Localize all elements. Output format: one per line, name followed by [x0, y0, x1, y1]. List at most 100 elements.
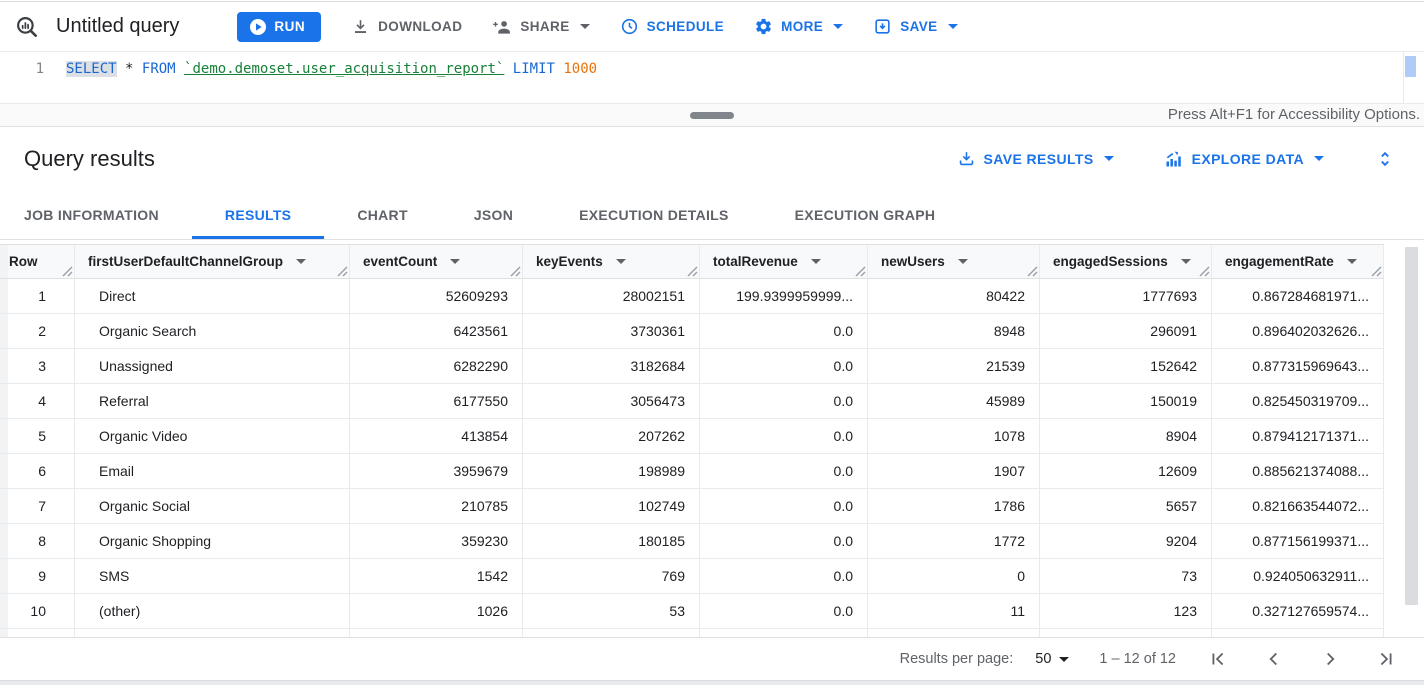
last-page-icon — [1380, 652, 1392, 666]
column-resize-handle[interactable] — [1026, 265, 1038, 277]
chevron-left-icon — [1269, 652, 1277, 666]
results-per-page-label: Results per page: — [899, 651, 1014, 667]
download-button[interactable]: DOWNLOAD — [351, 17, 462, 36]
column-label: Row — [9, 254, 38, 269]
gear-icon — [756, 18, 771, 35]
column-menu-caret-icon[interactable] — [810, 259, 821, 264]
chevron-down-icon — [833, 24, 844, 29]
column-menu-caret-icon[interactable] — [957, 259, 968, 264]
play-circle-icon — [250, 18, 267, 35]
column-header-firstuserdefaultchannelgroup[interactable]: firstUserDefaultChannelGroup — [75, 245, 350, 278]
save-results-button[interactable]: SAVE RESULTS — [957, 149, 1114, 168]
table-cell: 0.0 — [700, 349, 868, 383]
table-cell: 6423561 — [350, 314, 523, 348]
table-cell: 1026 — [350, 594, 523, 628]
table-cell: 769 — [523, 559, 700, 593]
explore-chart-icon — [1166, 151, 1181, 166]
explore-data-button[interactable]: EXPLORE DATA — [1164, 149, 1324, 169]
table-cell: 6 — [868, 629, 1040, 638]
column-resize-handle[interactable] — [336, 265, 348, 277]
column-menu-caret-icon[interactable] — [1180, 259, 1191, 264]
sql-table-reference-link[interactable]: `demo.demoset.user_acquisition_report` — [184, 61, 505, 77]
next-page-button[interactable] — [1318, 647, 1342, 671]
last-page-button[interactable] — [1374, 647, 1398, 671]
column-menu-caret-icon[interactable] — [615, 259, 626, 264]
results-table-header: Row firstUserDefaultChannelGroup eventCoun… — [0, 244, 1384, 279]
table-cell: 1772 — [868, 524, 1040, 558]
page-range-label: 1 – 12 of 12 — [1099, 651, 1176, 667]
column-header-engagementrate[interactable]: engagementRate — [1212, 245, 1384, 278]
schedule-button[interactable]: SCHEDULE — [620, 17, 724, 36]
tab-json[interactable]: JSON — [473, 206, 514, 223]
table-cell: 152642 — [1040, 349, 1212, 383]
column-header-engagedsessions[interactable]: engagedSessions — [1040, 245, 1212, 278]
column-menu-caret-icon[interactable] — [296, 259, 307, 264]
tab-chart[interactable]: CHART — [357, 206, 408, 223]
table-cell: Organic Search — [75, 314, 350, 348]
column-header-eventcount[interactable]: eventCount — [350, 245, 523, 278]
table-cell: 28002151 — [523, 279, 700, 313]
page-size-select[interactable]: 50 — [1035, 651, 1070, 667]
tab-job-information[interactable]: JOB INFORMATION — [24, 206, 159, 223]
table-cell: 73 — [1040, 559, 1212, 593]
column-header-totalrevenue[interactable]: totalRevenue — [700, 245, 868, 278]
row-number-cell: 2 — [0, 314, 75, 348]
first-page-icon — [1212, 652, 1224, 666]
row-number-cell: 8 — [0, 524, 75, 558]
sql-limit-value: 1000 — [563, 61, 598, 77]
tab-execution-details[interactable]: EXECUTION DETAILS — [579, 206, 729, 223]
clock-icon — [621, 18, 637, 35]
sql-star: * — [125, 61, 134, 77]
panel-resize-handle[interactable] — [690, 112, 734, 119]
column-header-keyevents[interactable]: keyEvents — [523, 245, 700, 278]
editor-scrollbar[interactable] — [1403, 52, 1424, 103]
query-title: Untitled query — [56, 15, 180, 37]
tab-execution-graph[interactable]: EXECUTION GRAPH — [794, 206, 936, 223]
table-cell: 337 — [350, 629, 523, 638]
tab-results[interactable]: RESULTS — [191, 190, 325, 239]
table-cell: 0.0 — [700, 489, 868, 523]
table-cell: 207262 — [523, 419, 700, 453]
collapse-expand-panel-button[interactable] — [1374, 148, 1396, 170]
share-button[interactable]: SHARE — [492, 17, 590, 37]
table-cell: 0.877156199371... — [1212, 524, 1384, 558]
column-resize-handle[interactable] — [686, 265, 698, 277]
sql-editor[interactable]: 1 SELECT * FROM `demo.demoset.user_acqui… — [0, 52, 1424, 103]
table-cell: 3959679 — [350, 454, 523, 488]
table-cell: 0.867284681971... — [1212, 279, 1384, 313]
more-button[interactable]: MORE — [754, 17, 844, 36]
table-cell: Organic Video — [75, 419, 350, 453]
table-cell: 1786 — [868, 489, 1040, 523]
table-cell: 0.825450319709... — [1212, 384, 1384, 418]
column-header-row[interactable]: Row — [0, 245, 75, 278]
sql-code-line[interactable]: SELECT * FROM `demo.demoset.user_acquisi… — [44, 59, 597, 79]
first-page-button[interactable] — [1206, 647, 1230, 671]
column-resize-handle[interactable] — [854, 265, 866, 277]
row-number-cell: 4 — [0, 384, 75, 418]
table-scrollbar-thumb[interactable] — [1405, 247, 1418, 605]
column-menu-caret-icon[interactable] — [1346, 259, 1357, 264]
table-cell: Organic Social — [75, 489, 350, 523]
table-scrollbar[interactable] — [1405, 247, 1418, 635]
table-cell: 359230 — [350, 524, 523, 558]
query-results-title: Query results — [24, 145, 155, 171]
column-header-newusers[interactable]: newUsers — [868, 245, 1040, 278]
save-button[interactable]: SAVE — [873, 17, 958, 36]
table-cell: 102749 — [523, 489, 700, 523]
table-cell: 0.879412171371... — [1212, 419, 1384, 453]
results-tabs: JOB INFORMATION RESULTS CHART JSON EXECUTION… — [0, 190, 1424, 240]
table-cell: 0.327127659574... — [1212, 594, 1384, 628]
editor-scrollbar-thumb[interactable] — [1405, 56, 1416, 77]
unfold-icon — [1381, 151, 1389, 166]
column-resize-handle[interactable] — [1198, 265, 1210, 277]
sql-keyword-from: FROM — [141, 61, 176, 77]
column-menu-caret-icon[interactable] — [450, 259, 461, 264]
table-cell: 1078 — [868, 419, 1040, 453]
table-cell: 8948 — [868, 314, 1040, 348]
row-number-cell: 1 — [0, 279, 75, 313]
run-button[interactable]: RUN — [237, 11, 322, 42]
column-resize-handle[interactable] — [1370, 265, 1382, 277]
previous-page-button[interactable] — [1262, 647, 1286, 671]
column-resize-handle[interactable] — [509, 265, 521, 277]
column-resize-handle[interactable] — [61, 265, 73, 277]
